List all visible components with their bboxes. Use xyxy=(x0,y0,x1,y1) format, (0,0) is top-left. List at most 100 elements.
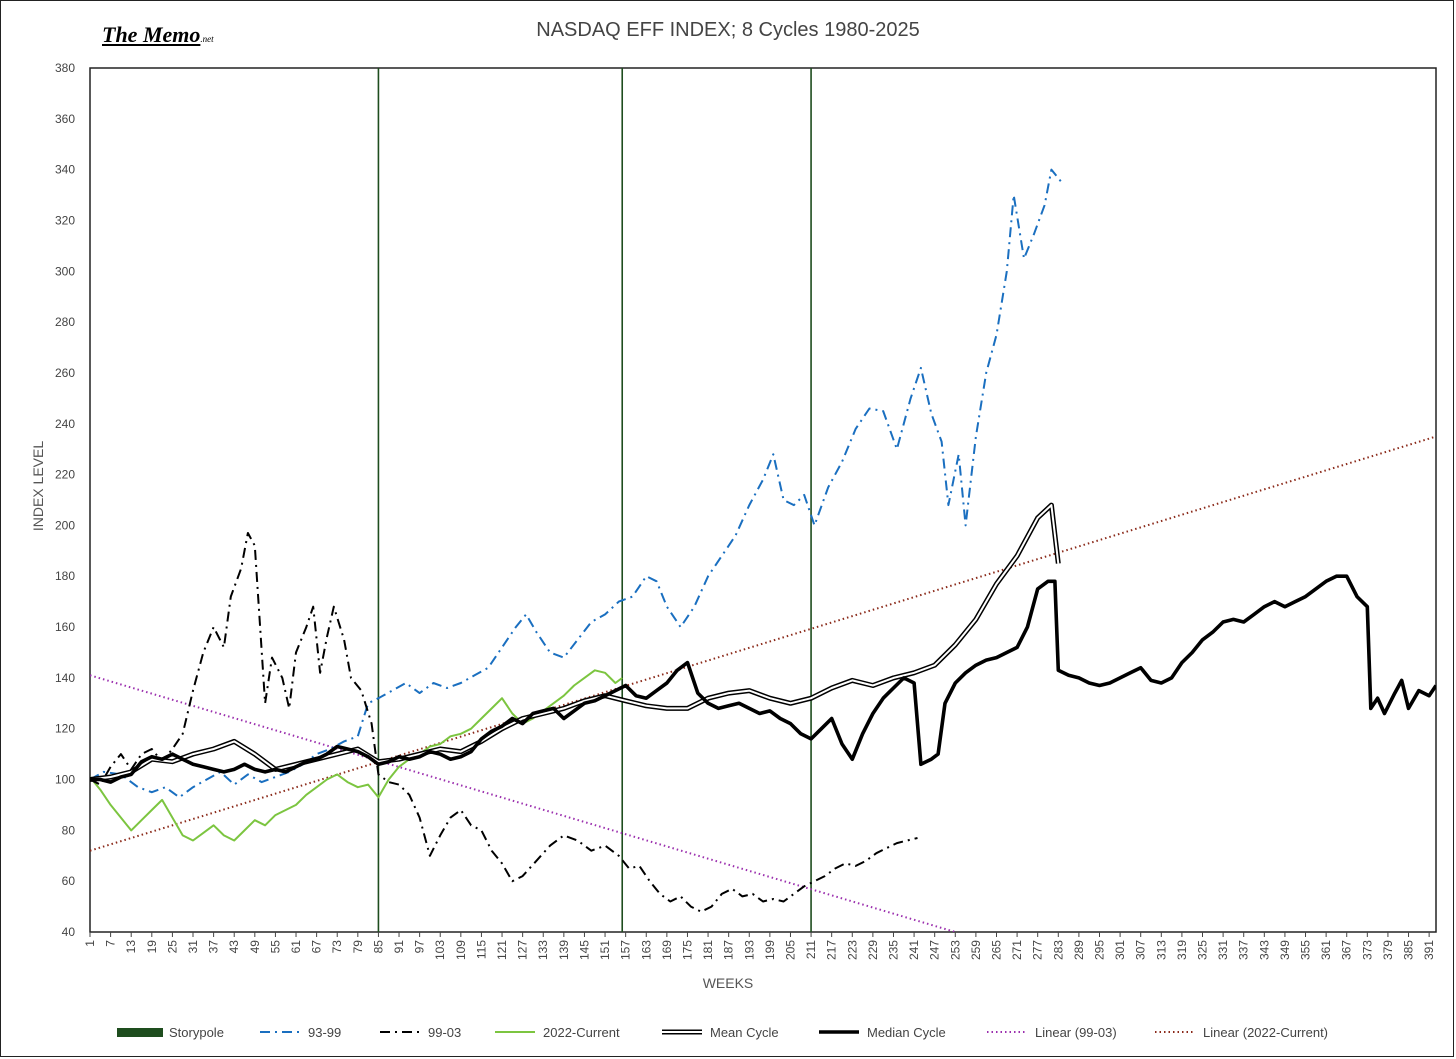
series-mean-cycle-inner xyxy=(90,505,1058,779)
legend-label: 93-99 xyxy=(308,1025,341,1040)
x-tick-label: 55 xyxy=(268,940,282,954)
x-tick-label: 97 xyxy=(413,940,427,954)
x-tick-label: 181 xyxy=(701,940,715,960)
x-tick-label: 73 xyxy=(330,940,344,954)
x-tick-label: 91 xyxy=(392,940,406,954)
x-tick-label: 37 xyxy=(207,940,221,954)
x-tick-label: 13 xyxy=(124,940,138,954)
x-tick-label: 115 xyxy=(474,940,488,959)
x-tick-label: 349 xyxy=(1278,940,1292,960)
x-tick-label: 103 xyxy=(433,940,447,960)
x-tick-label: 145 xyxy=(577,940,591,960)
x-tick-label: 199 xyxy=(763,940,777,960)
x-tick-label: 319 xyxy=(1175,940,1189,960)
x-tick-label: 151 xyxy=(598,940,612,960)
legend-swatch xyxy=(1153,1025,1197,1039)
x-tick-label: 7 xyxy=(104,940,118,947)
x-tick-label: 247 xyxy=(928,940,942,960)
series-linear-99-03 xyxy=(90,675,955,932)
legend-item: 99-03 xyxy=(378,1021,461,1043)
x-tick-label: 61 xyxy=(289,940,303,954)
x-axis-label: WEEKS xyxy=(0,975,1456,991)
x-tick-label: 127 xyxy=(516,940,530,960)
y-tick-label: 260 xyxy=(55,366,75,380)
x-tick-label: 265 xyxy=(989,940,1003,960)
x-tick-label: 139 xyxy=(557,940,571,960)
y-tick-label: 40 xyxy=(62,925,76,939)
x-tick-label: 283 xyxy=(1051,940,1065,960)
y-tick-label: 100 xyxy=(55,773,75,787)
x-tick-label: 169 xyxy=(660,940,674,960)
x-tick-label: 331 xyxy=(1216,940,1230,960)
legend-label: Linear (99-03) xyxy=(1035,1025,1117,1040)
x-tick-label: 271 xyxy=(1010,940,1024,960)
legend-label: 99-03 xyxy=(428,1025,461,1040)
legend-item: 93-99 xyxy=(258,1021,341,1043)
x-tick-label: 343 xyxy=(1257,940,1271,960)
y-tick-label: 240 xyxy=(55,417,75,431)
y-tick-label: 160 xyxy=(55,620,75,634)
legend-item: Linear (2022-Current) xyxy=(1153,1021,1328,1043)
y-tick-label: 320 xyxy=(55,213,75,227)
x-tick-label: 217 xyxy=(825,940,839,960)
x-tick-label: 361 xyxy=(1319,940,1333,960)
x-tick-label: 373 xyxy=(1360,940,1374,960)
x-tick-label: 163 xyxy=(639,940,653,960)
x-tick-label: 367 xyxy=(1340,940,1354,960)
x-tick-label: 301 xyxy=(1113,940,1127,960)
y-tick-label: 180 xyxy=(55,569,75,583)
y-tick-label: 80 xyxy=(62,823,76,837)
y-tick-label: 340 xyxy=(55,163,75,177)
x-tick-label: 313 xyxy=(1154,940,1168,960)
x-tick-label: 379 xyxy=(1381,940,1395,960)
y-tick-label: 220 xyxy=(55,468,75,482)
series-linear-2022-current xyxy=(90,437,1436,851)
x-tick-label: 277 xyxy=(1031,940,1045,960)
x-tick-label: 175 xyxy=(680,940,694,960)
plot-area xyxy=(90,68,1436,932)
legend-swatch xyxy=(493,1025,537,1039)
x-tick-label: 109 xyxy=(454,940,468,960)
x-tick-label: 211 xyxy=(804,940,818,959)
legend-swatch xyxy=(258,1025,302,1039)
x-tick-label: 43 xyxy=(227,940,241,954)
legend-item: Median Cycle xyxy=(817,1021,946,1043)
x-tick-label: 223 xyxy=(845,940,859,960)
x-tick-label: 85 xyxy=(371,940,385,954)
x-tick-label: 391 xyxy=(1422,940,1436,960)
legend-swatch xyxy=(117,1025,163,1039)
x-tick-label: 67 xyxy=(310,940,324,954)
x-tick-label: 259 xyxy=(969,940,983,960)
y-tick-label: 300 xyxy=(55,264,75,278)
x-tick-label: 235 xyxy=(886,940,900,960)
legend-label: Mean Cycle xyxy=(710,1025,779,1040)
legend-swatch xyxy=(660,1025,704,1039)
x-tick-label: 187 xyxy=(722,940,736,960)
x-tick-label: 241 xyxy=(907,940,921,960)
legend-label: Linear (2022-Current) xyxy=(1203,1025,1328,1040)
x-tick-label: 1 xyxy=(83,940,97,947)
x-tick-label: 193 xyxy=(742,940,756,960)
x-tick-label: 337 xyxy=(1237,940,1251,960)
legend-label: Storypole xyxy=(169,1025,224,1040)
x-tick-label: 79 xyxy=(351,940,365,954)
legend-swatch xyxy=(817,1025,861,1039)
legend-label: Median Cycle xyxy=(867,1025,946,1040)
x-tick-label: 19 xyxy=(145,940,159,954)
x-tick-label: 121 xyxy=(495,940,509,960)
y-tick-label: 60 xyxy=(62,874,76,888)
legend-item: 2022-Current xyxy=(493,1021,620,1043)
legend-label: 2022-Current xyxy=(543,1025,620,1040)
y-tick-label: 120 xyxy=(55,722,75,736)
x-tick-label: 25 xyxy=(165,940,179,954)
x-tick-label: 157 xyxy=(619,940,633,960)
legend-swatch xyxy=(378,1025,422,1039)
x-tick-label: 253 xyxy=(948,940,962,960)
y-axis-label: INDEX LEVEL xyxy=(30,426,46,546)
x-tick-label: 205 xyxy=(783,940,797,960)
y-tick-label: 140 xyxy=(55,671,75,685)
x-tick-label: 295 xyxy=(1093,940,1107,960)
x-tick-label: 307 xyxy=(1134,940,1148,960)
legend-item: Linear (99-03) xyxy=(985,1021,1117,1043)
